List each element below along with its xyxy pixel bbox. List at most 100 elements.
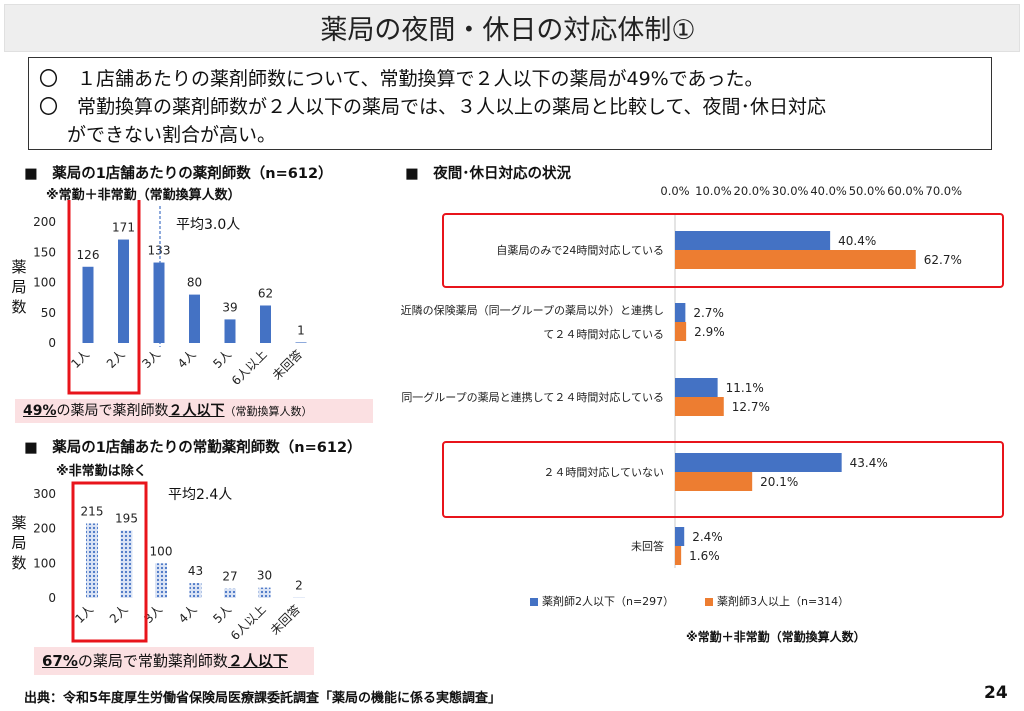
bar [675,322,687,341]
data-label: 126 [77,248,100,262]
data-label: 43.4% [850,456,888,470]
legend-label: 薬剤師2人以下（n=297） [542,594,674,608]
bar [258,587,271,598]
legend-swatch [705,598,713,606]
chart1-ylabel: 薬局数 [10,257,28,317]
chart2-callout-emph: ２人以下 [227,652,288,670]
x-tick-label: 4人 [176,602,200,626]
x-tick-label: 3人 [139,347,163,371]
chart1-svg: 0 50 100 150 200 126 1人 171 2人 133 3人 80 4人 39 5人 62 6人以… [33,200,307,395]
data-label: 39 [222,300,237,314]
bar [675,378,718,397]
data-label: 62 [258,286,273,300]
chart1-average-label: 平均3.0人 [176,217,241,233]
bar [118,239,129,343]
x-tick-label: 50.0% [849,184,886,198]
data-label: 1.6% [689,549,720,563]
category-label: 自薬局のみで24時間対応している [496,243,664,257]
data-label: 100 [150,544,173,558]
x-tick-label: 2人 [107,602,131,626]
y-tick-label: 100 [33,276,56,290]
data-label: 2.7% [693,306,724,320]
data-label: 215 [81,504,104,518]
bar [189,294,200,343]
data-label: 80 [187,276,202,290]
bar [120,530,133,598]
x-tick-label: 未回答 [269,347,305,383]
x-tick-label: 30.0% [772,184,809,198]
bar [260,305,271,343]
chart2-callout: 67%の薬局で常勤薬剤師数２人以下 [34,647,314,675]
legend-swatch [530,598,538,606]
chart2-average-label: 平均2.4人 [168,487,233,503]
chart1-callout-text: の薬局で薬剤師数 [56,403,169,419]
bar [86,523,98,598]
x-tick-label: 20.0% [734,184,771,198]
x-tick-label: 60.0% [887,184,924,198]
y-tick-label: 50 [41,306,56,320]
chart3-note: ※常勤＋非常勤（常勤換算人数） [686,630,866,644]
chart2-svg: 01002003002151人1952人1003人434人275人306人以上2… [33,481,305,643]
data-label: 43 [188,564,203,578]
highlight-box [71,481,148,643]
category-label: ２４時間対応していない [543,465,664,479]
x-tick-label: 0.0% [660,184,689,198]
bar [293,597,305,598]
data-label: 62.7% [924,253,962,267]
data-label: 1 [297,323,305,337]
chart1-callout: 49%の薬局で薬剤師数２人以下（常勤換算人数） [15,399,373,423]
x-tick-label: 6人以上 [228,602,269,643]
x-tick-label: 6人以上 [229,347,270,388]
x-tick-label: 10.0% [695,184,732,198]
page-number: 24 [984,683,1008,703]
chart1-callout-pct: 49% [23,403,57,419]
x-tick-label: 未回答 [267,602,303,638]
bar [675,231,831,250]
data-label: 20.1% [760,475,798,489]
chart1-heading: ■ 薬局の1店舗あたりの薬剤師数（n=612） [24,166,333,182]
y-tick-label: 0 [48,591,56,605]
chart1-subheading: ※常勤＋非常勤（常勤換算人数） [46,188,241,203]
chart2-ylabel-text: 薬局数 [11,514,27,572]
data-label: 40.4% [838,234,876,248]
bar [224,588,236,598]
x-tick-label: 4人 [175,347,199,371]
chart1-callout-emph: ２人以下 [168,403,225,419]
data-label: 27 [222,570,237,584]
category-label: て２４時間対応している [543,327,664,341]
data-label: 11.1% [726,381,764,395]
data-label: 133 [148,244,171,258]
data-label: 171 [112,221,135,235]
data-label: 12.7% [732,400,770,414]
x-tick-label: 1人 [72,602,96,626]
bar [224,319,236,343]
bar [82,266,94,343]
chart2-callout-text: の薬局で常勤薬剤師数 [77,652,228,670]
legend-label: 薬剤師3人以上（n=314） [717,594,849,608]
highlight-box [442,213,1004,288]
data-label: 2 [295,578,303,592]
y-tick-label: 150 [33,245,56,259]
summary-line-3: ができない割合が高い。 [67,124,277,146]
highlight-box [442,441,1004,518]
y-tick-label: 300 [33,487,56,501]
chart1-ylabel-text: 薬局数 [11,258,27,316]
data-label: 195 [115,511,138,525]
bar [295,342,307,343]
x-tick-label: 40.0% [810,184,847,198]
bar [675,453,842,472]
chart1-callout-small: （常勤換算人数） [224,405,313,418]
title-bar [4,4,1020,52]
y-tick-label: 0 [48,336,56,350]
bar [675,472,753,491]
chart2-ylabel: 薬局数 [10,513,28,573]
bar [155,563,167,598]
bar [675,303,686,322]
chart3-heading: ■ 夜間･休日対応の状況 [405,166,571,182]
bar [675,527,685,546]
category-label: 同一グループの薬局と連携して２４時間対応している [401,390,664,404]
x-tick-label: 5人 [210,347,234,371]
data-label: 2.9% [694,325,725,339]
x-tick-label: 1人 [68,347,92,371]
x-tick-label: 2人 [104,347,128,371]
